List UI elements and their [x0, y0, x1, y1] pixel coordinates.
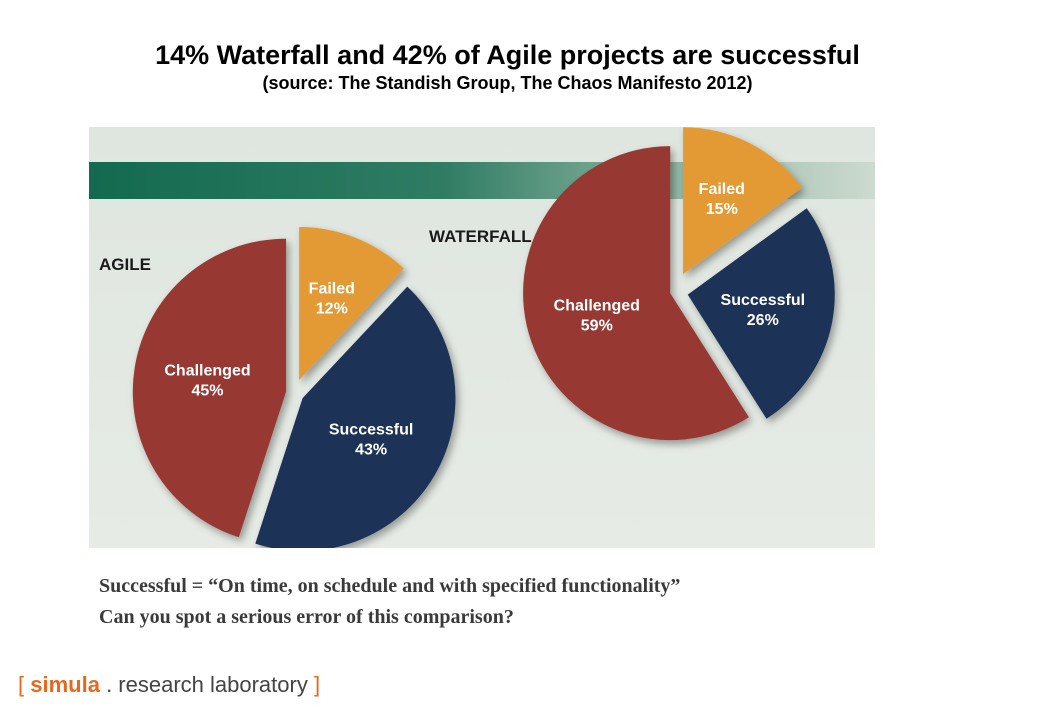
waterfall-value-challenged: 59% — [581, 317, 613, 334]
agile-value-successful: 43% — [355, 442, 387, 459]
question-note: Can you spot a serious error of this com… — [99, 606, 514, 628]
pie-charts-panel: Failed 12% Successful 43% Challenged 45% Faile… — [89, 127, 875, 548]
agile-chart-title: AGILE — [99, 255, 151, 274]
waterfall-value-failed: 15% — [706, 201, 738, 218]
simula-logo: [ simula . research laboratory ] — [18, 672, 320, 698]
waterfall-label-successful: Successful — [721, 292, 805, 309]
waterfall-slice-successful — [687, 208, 835, 419]
logo-brand: simula — [30, 672, 100, 697]
agile-label-successful: Successful — [329, 422, 413, 439]
logo-open-bracket: [ — [18, 672, 25, 697]
logo-rest: . research laboratory — [106, 672, 308, 697]
agile-slice-successful — [255, 286, 456, 548]
slide-subtitle: (source: The Standish Group, The Chaos M… — [262, 73, 753, 93]
waterfall-chart-title: WATERFALL — [429, 227, 532, 246]
logo-close-bracket: ] — [313, 672, 321, 697]
waterfall-value-successful: 26% — [747, 312, 779, 329]
agile-label-failed: Failed — [309, 281, 355, 298]
waterfall-label-failed: Failed — [699, 181, 745, 198]
waterfall-label-challenged: Challenged — [554, 297, 640, 314]
agile-slice-challenged — [132, 238, 287, 538]
agile-value-challenged: 45% — [191, 382, 223, 399]
agile-label-challenged: Challenged — [164, 362, 250, 379]
agile-slice-failed — [299, 227, 404, 380]
agile-value-failed: 12% — [316, 301, 348, 318]
waterfall-slice-failed — [683, 127, 802, 275]
slide-title: 14% Waterfall and 42% of Agile projects … — [155, 40, 860, 70]
success-definition-note: Successful = “On time, on schedule and w… — [99, 575, 681, 597]
waterfall-slice-challenged — [523, 146, 749, 441]
